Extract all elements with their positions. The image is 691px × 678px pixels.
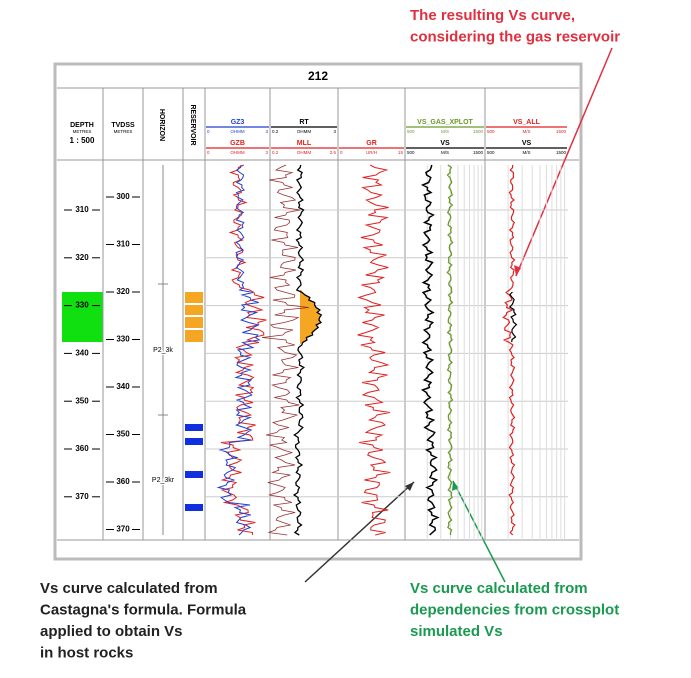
reservoir-blocks	[185, 424, 203, 511]
mll-curve	[262, 164, 309, 536]
curve-min: 0	[207, 150, 210, 155]
curve-max: 15	[398, 150, 404, 155]
curve-max: 3	[265, 129, 268, 134]
curve-name: VS_ALL	[513, 119, 541, 126]
reservoir-stripes	[185, 303, 203, 330]
black-arrow	[304, 481, 415, 583]
depth-label: 350	[75, 396, 89, 405]
tvdss-label: 310	[116, 240, 130, 249]
depth-label: 370	[75, 492, 89, 501]
tvdss-label: 350	[116, 430, 130, 439]
curve-name: VS	[522, 140, 532, 147]
curve-min: 500	[487, 129, 495, 134]
tvdss-label: 360	[116, 477, 130, 486]
horizon-label: P2_3kr	[152, 477, 175, 484]
annotation-text: Vs curve calculated from	[410, 580, 588, 597]
annotation-text: applied to obtain Vs	[40, 623, 183, 640]
annotations: The resulting Vs curve, considering the g…	[40, 7, 620, 662]
curve-max: 3	[333, 129, 336, 134]
log-title: 212	[308, 69, 328, 83]
depth-label: 340	[75, 349, 89, 358]
curve-unit: M/S	[522, 150, 530, 155]
curve-min: 0.2	[272, 150, 279, 155]
curve-min: 0	[340, 150, 343, 155]
curve-min: 500	[407, 129, 415, 134]
tvdss-label: 330	[116, 335, 130, 344]
depth-scale: 1 : 500	[70, 136, 95, 145]
black-arrowhead	[405, 482, 414, 491]
gzb-curve	[220, 164, 267, 536]
annotation-text: dependencies from crossplot	[410, 601, 619, 618]
curve-min: 0.2	[272, 129, 279, 134]
curve-max: 1500	[556, 129, 567, 134]
curve-unit: M/S	[522, 129, 530, 134]
curve-unit: OHMM	[230, 129, 244, 134]
tvdss-header: TVDSS	[111, 122, 135, 129]
vs-host-curve	[508, 291, 518, 343]
curve-min: 0	[207, 129, 210, 134]
annotation-text: Vs curve calculated from	[40, 580, 218, 597]
curve-name: MLL	[297, 140, 312, 147]
curve-name: GR	[366, 140, 377, 147]
curve-min: 500	[407, 150, 415, 155]
annotation-text: considering the gas reservoir	[410, 28, 620, 45]
horizon-label-bg: P2_3k	[153, 347, 173, 354]
green-arrowhead	[452, 481, 459, 491]
depth-header: DEPTH	[70, 122, 94, 129]
depth-label: 360	[75, 444, 89, 453]
annotation-text: The resulting Vs curve,	[410, 7, 575, 24]
gr-curve	[357, 164, 391, 536]
tvdss-label: 320	[116, 287, 130, 296]
curve-unit: UR/H	[366, 150, 377, 155]
depth-label: 310	[75, 205, 89, 214]
curve-unit: OHMM	[297, 129, 311, 134]
vs-xplot-curve	[446, 164, 454, 535]
tvdss-unit: METRES	[114, 129, 133, 134]
curve-max: 1500	[556, 150, 567, 155]
horizon-label: P2_3k	[153, 347, 173, 354]
curve-unit: M/S	[441, 129, 449, 134]
tvdss-label: 370	[116, 525, 130, 534]
curve-max: 1500	[473, 150, 484, 155]
vs-curve	[420, 164, 440, 536]
green-arrow	[452, 480, 506, 583]
tvdss-label: 300	[116, 192, 130, 201]
curve-unit: M/S	[441, 150, 449, 155]
gz3-curve	[216, 164, 261, 536]
curve-min: 500	[487, 150, 495, 155]
gas-zone	[62, 292, 103, 342]
curve-max: 1500	[473, 129, 484, 134]
vs-all-curve	[502, 165, 516, 536]
horizon-header: HORIZON	[158, 109, 165, 141]
curve-name: GZB	[230, 140, 245, 147]
red-arrowhead	[514, 265, 521, 276]
annotation-text: Castagna's formula. Formula	[40, 601, 247, 618]
rt-fill	[298, 290, 322, 345]
depth-unit: METRES	[73, 129, 92, 134]
horizon-label-bg: P2_3kr	[152, 477, 175, 484]
tvdss-label: 340	[116, 382, 130, 391]
curve-name: GZ3	[231, 119, 245, 126]
depth-label: 330	[75, 301, 89, 310]
curve-max: 3	[265, 150, 268, 155]
curve-max: 2.5	[330, 150, 337, 155]
reservoir-header: RESERVOIR	[189, 104, 196, 145]
curve-unit: OHMM	[297, 150, 311, 155]
rt-curve	[292, 164, 323, 536]
annotation-text: in host rocks	[40, 644, 133, 661]
curve-name: VS_GAS_XPLOT	[417, 119, 473, 126]
depth-label: 320	[75, 253, 89, 262]
curve-name: VS	[440, 140, 450, 147]
annotation-text: simulated Vs	[410, 623, 503, 640]
curve-unit: OHMM	[230, 150, 244, 155]
curve-name: RT	[299, 119, 309, 126]
